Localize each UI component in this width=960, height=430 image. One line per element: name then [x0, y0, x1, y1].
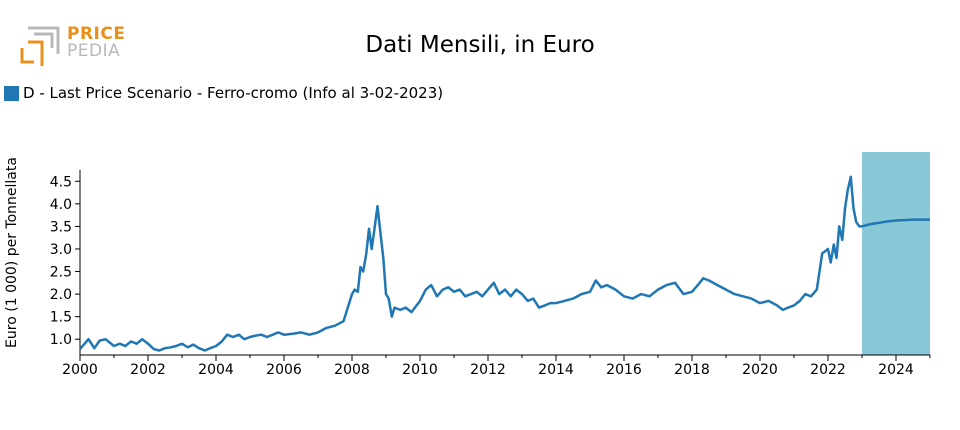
chart-title: Dati Mensili, in Euro [365, 32, 595, 58]
y-tick-label: 4.0 [50, 197, 72, 213]
price-series-line [79, 175, 862, 352]
forecast-shaded-region [862, 152, 930, 355]
x-tick-label: 2016 [606, 362, 642, 378]
x-tick-label: 2020 [742, 362, 778, 378]
x-tick-label: 2018 [674, 362, 710, 378]
pricepedia-logo: PRICE PEDIA [18, 24, 128, 74]
x-tick-label: 2012 [470, 362, 506, 378]
y-tick-label: 1.0 [50, 332, 72, 348]
y-tick-label: 3.5 [50, 219, 72, 235]
logo-text-pedia: PEDIA [67, 41, 121, 61]
x-tick-label: 2014 [538, 362, 574, 378]
x-tick-label: 2002 [130, 362, 166, 378]
y-tick-label: 1.5 [50, 310, 72, 326]
legend-label: D - Last Price Scenario - Ferro-cromo (I… [23, 84, 444, 102]
x-tick-label: 2004 [198, 362, 234, 378]
x-tick-label: 2024 [878, 362, 914, 378]
y-tick-label: 3.0 [50, 242, 72, 258]
y-tick-label: 4.5 [50, 174, 72, 190]
logo-mark-icon [20, 26, 60, 66]
x-tick-label: 2022 [810, 362, 846, 378]
forecast-series-line [861, 218, 930, 228]
logo-text-price: PRICE [67, 24, 126, 44]
legend-swatch [4, 85, 19, 101]
chart-legend[interactable]: D - Last Price Scenario - Ferro-cromo (I… [4, 84, 443, 102]
y-axis-label: Euro (1 000) per Tonnellata [4, 157, 20, 348]
y-tick-label: 2.0 [50, 287, 72, 303]
x-tick-label: 2008 [334, 362, 370, 378]
x-tick-label: 2000 [62, 362, 98, 378]
y-tick-label: 2.5 [50, 265, 72, 281]
x-tick-label: 2010 [402, 362, 438, 378]
x-tick-label: 2006 [266, 362, 302, 378]
